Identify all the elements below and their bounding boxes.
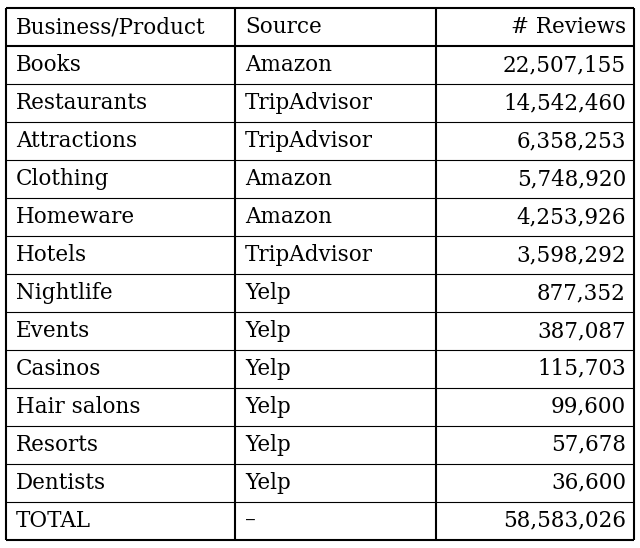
Text: Yelp: Yelp	[245, 320, 291, 342]
Text: 6,358,253: 6,358,253	[516, 130, 626, 152]
Text: Amazon: Amazon	[245, 54, 332, 76]
Text: 22,507,155: 22,507,155	[503, 54, 626, 76]
Text: Attractions: Attractions	[16, 130, 137, 152]
Text: 877,352: 877,352	[537, 282, 626, 304]
Text: Events: Events	[16, 320, 90, 342]
Text: Amazon: Amazon	[245, 206, 332, 228]
Text: 387,087: 387,087	[538, 320, 626, 342]
Text: Hotels: Hotels	[16, 244, 87, 266]
Text: Business/Product: Business/Product	[16, 16, 205, 38]
Text: 36,600: 36,600	[551, 472, 626, 494]
Text: 115,703: 115,703	[537, 358, 626, 380]
Text: Restaurants: Restaurants	[16, 92, 148, 114]
Text: Yelp: Yelp	[245, 434, 291, 456]
Text: 99,600: 99,600	[551, 396, 626, 418]
Text: Amazon: Amazon	[245, 168, 332, 190]
Text: 4,253,926: 4,253,926	[516, 206, 626, 228]
Text: Yelp: Yelp	[245, 472, 291, 494]
Text: TripAdvisor: TripAdvisor	[245, 92, 373, 114]
Text: 5,748,920: 5,748,920	[516, 168, 626, 190]
Text: Clothing: Clothing	[16, 168, 109, 190]
Text: Source: Source	[245, 16, 322, 38]
Text: TripAdvisor: TripAdvisor	[245, 244, 373, 266]
Text: Hair salons: Hair salons	[16, 396, 141, 418]
Text: Resorts: Resorts	[16, 434, 99, 456]
Text: 58,583,026: 58,583,026	[503, 510, 626, 532]
Text: 14,542,460: 14,542,460	[503, 92, 626, 114]
Text: 57,678: 57,678	[551, 434, 626, 456]
Text: 3,598,292: 3,598,292	[516, 244, 626, 266]
Text: Books: Books	[16, 54, 82, 76]
Text: TOTAL: TOTAL	[16, 510, 91, 532]
Text: # Reviews: # Reviews	[511, 16, 626, 38]
Text: –: –	[245, 510, 256, 532]
Text: Nightlife: Nightlife	[16, 282, 113, 304]
Text: TripAdvisor: TripAdvisor	[245, 130, 373, 152]
Text: Yelp: Yelp	[245, 396, 291, 418]
Text: Yelp: Yelp	[245, 282, 291, 304]
Text: Yelp: Yelp	[245, 358, 291, 380]
Text: Casinos: Casinos	[16, 358, 101, 380]
Text: Dentists: Dentists	[16, 472, 106, 494]
Text: Homeware: Homeware	[16, 206, 135, 228]
